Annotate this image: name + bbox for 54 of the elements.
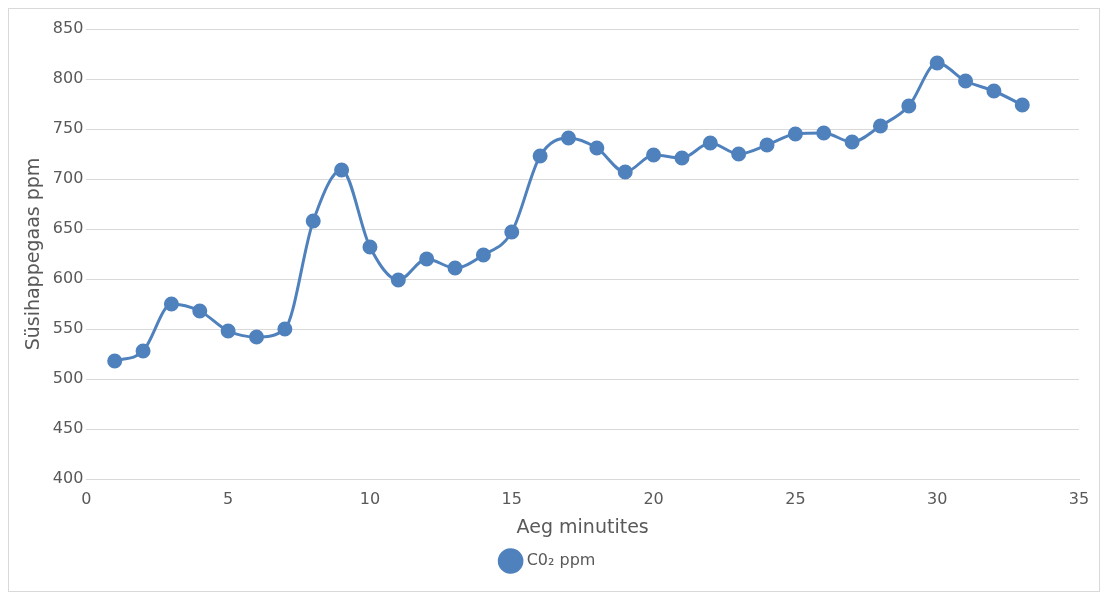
x-tick-label: 0	[81, 488, 92, 508]
point	[504, 224, 520, 240]
point	[589, 140, 605, 156]
y-tick-label: 800	[52, 68, 84, 88]
x-tick-label: 30	[927, 488, 948, 508]
point	[277, 321, 293, 337]
point	[646, 147, 662, 163]
point	[362, 239, 378, 255]
point	[844, 134, 860, 150]
point	[901, 98, 917, 114]
point	[731, 146, 747, 162]
point	[816, 125, 832, 141]
point	[390, 272, 406, 288]
x-tick-label: 5	[223, 488, 234, 508]
point	[163, 296, 179, 312]
point	[617, 164, 633, 180]
y-tick-label: 750	[52, 118, 84, 138]
x-tick-label: 25	[785, 488, 806, 508]
y-tick-label: 850	[52, 18, 84, 38]
x-tick-label: 10	[359, 488, 381, 508]
point	[929, 55, 945, 71]
x-tick-label: 20	[643, 488, 664, 508]
y-tick-label: 600	[52, 268, 84, 288]
point	[107, 353, 123, 369]
point	[305, 213, 321, 229]
point	[560, 130, 576, 146]
y-tick-label: 550	[52, 318, 84, 338]
y-tick-label: 500	[52, 368, 84, 388]
y-tick-label: 400	[52, 468, 84, 488]
point	[419, 251, 435, 267]
point	[1014, 97, 1030, 113]
x-axis-title: Aeg minutites	[516, 514, 649, 537]
point	[872, 118, 888, 134]
point	[787, 126, 803, 142]
legend-label: C0₂ ppm	[526, 550, 596, 570]
point	[702, 135, 718, 151]
y-axis-title: Süsihappegaas ppm	[21, 157, 44, 351]
y-tick-label: 450	[52, 418, 84, 438]
point	[220, 323, 236, 339]
point	[249, 329, 265, 345]
point	[475, 247, 491, 263]
point	[958, 73, 974, 89]
point	[986, 83, 1002, 99]
point	[674, 150, 690, 166]
x-tick-label: 35	[1068, 488, 1090, 508]
point	[135, 343, 151, 359]
y-tick-label: 700	[52, 168, 84, 188]
y-tick-label: 650	[52, 218, 84, 238]
point	[192, 303, 208, 319]
point	[532, 148, 548, 164]
point	[759, 137, 775, 153]
point	[334, 162, 350, 178]
point	[447, 260, 463, 276]
x-tick-label: 15	[501, 488, 522, 508]
